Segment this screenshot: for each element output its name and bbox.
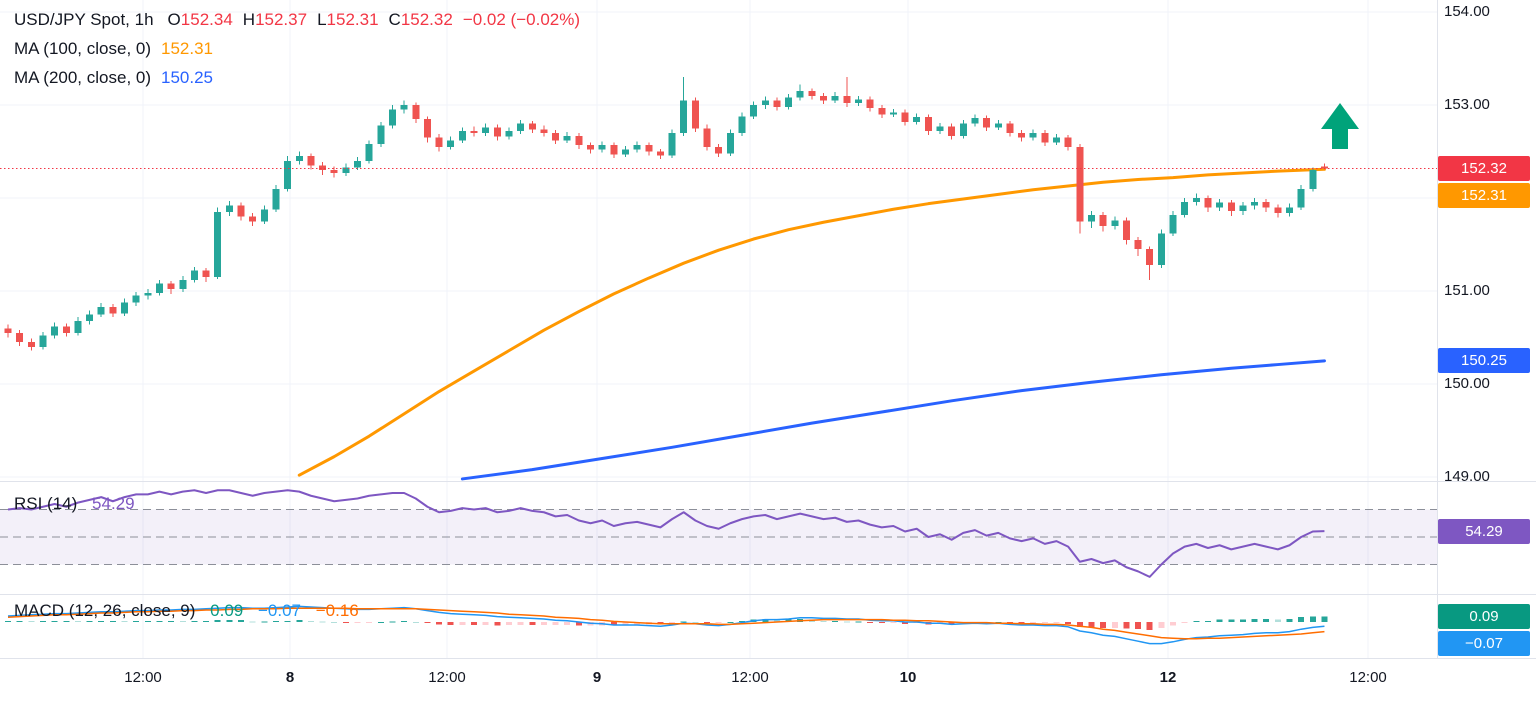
ma100-line[interactable] — [297, 167, 1326, 477]
ohlc-high: H152.37 — [243, 10, 307, 30]
grid-lines — [0, 0, 1437, 658]
ohlc-low-label: L — [317, 10, 327, 29]
macd-line-value: −0.07 — [257, 601, 301, 620]
ohlc-high-label: H — [242, 10, 256, 29]
ma100-legend-row[interactable]: MA (100, close, 0) 152.31 — [14, 39, 580, 68]
ma200-legend-row[interactable]: MA (200, close, 0) 150.25 — [14, 68, 580, 97]
ma-lines[interactable] — [297, 167, 1326, 481]
ohlc-close-value: 152.32 — [400, 10, 453, 29]
rsi-value: 54.29 — [92, 494, 135, 513]
price-axis-label: 154.00 — [1444, 3, 1490, 21]
ohlc-close-label: C — [388, 10, 401, 29]
macd-signal-value: −0.16 — [315, 601, 359, 620]
rsi-band — [0, 509, 1437, 565]
chart-legend: USD/JPY Spot, 1h O152.34 H152.37 L152.31… — [14, 10, 580, 97]
macd-legend-row[interactable]: MACD (12, 26, close, 9) 0.09 −0.07 −0.16 — [14, 601, 369, 621]
ohlc-open: O152.34 — [168, 10, 233, 30]
time-axis-label: 12:00 — [731, 669, 769, 686]
macd-price-badge: −0.07 — [1438, 631, 1530, 657]
time-axis-label: 10 — [899, 669, 917, 686]
macd-hist-value: 0.09 — [210, 601, 244, 620]
macd-line[interactable] — [7, 605, 1325, 645]
macd-label: MACD (12, 26, close, 9) — [14, 601, 196, 620]
price-axis-label: 153.00 — [1444, 96, 1490, 114]
up-arrow-annotation[interactable] — [1321, 103, 1359, 149]
time-axis-label: 12:00 — [428, 669, 466, 686]
ma100-value: 152.31 — [161, 39, 214, 58]
ohlc-high-value: 152.37 — [255, 10, 308, 29]
macd-lines[interactable] — [7, 605, 1325, 645]
time-axis-label: 12:00 — [124, 669, 162, 686]
main-price-badge: 152.32 — [1438, 155, 1530, 181]
symbol-title: USD/JPY Spot, 1h — [14, 10, 154, 29]
ohlc-close: C152.32 — [389, 10, 453, 30]
time-axis[interactable] — [0, 658, 1536, 701]
symbol-legend-row[interactable]: USD/JPY Spot, 1h O152.34 H152.37 L152.31… — [14, 10, 580, 39]
price-axis-label: 150.00 — [1444, 375, 1490, 393]
ohlc-open-value: 152.34 — [180, 10, 233, 29]
main-price-badge: 152.31 — [1438, 182, 1530, 208]
up-arrow-icon[interactable] — [1321, 103, 1359, 149]
main-price-badge: 150.25 — [1438, 348, 1530, 374]
rsi-line[interactable] — [7, 489, 1325, 578]
macd-histogram[interactable] — [5, 616, 1328, 630]
ma100-label: MA (100, close, 0) — [14, 39, 152, 58]
macd-signal-line[interactable] — [7, 607, 1325, 640]
price-axis[interactable] — [1437, 0, 1536, 658]
rsi-label: RSI (14) — [14, 494, 78, 513]
ma200-line[interactable] — [460, 359, 1326, 481]
ma200-value: 150.25 — [161, 68, 214, 87]
time-axis-label: 12 — [1159, 669, 1177, 686]
time-axis-label: 8 — [285, 669, 295, 686]
time-axis-label: 9 — [592, 669, 602, 686]
panel-separators — [0, 481, 1536, 659]
price-change: −0.02 (−0.02%) — [462, 10, 581, 29]
price-axis-label: 149.00 — [1444, 468, 1490, 486]
macd-price-badge: 0.09 — [1438, 604, 1530, 630]
rsi-price-badge: 54.29 — [1438, 518, 1530, 544]
ohlc-open-label: O — [167, 10, 181, 29]
candlestick-series[interactable] — [4, 77, 1328, 351]
ohlc-low-value: 152.31 — [326, 10, 379, 29]
price-axis-label: 151.00 — [1444, 282, 1490, 300]
rsi-legend-row[interactable]: RSI (14) 54.29 — [14, 494, 145, 514]
ohlc-low: L152.31 — [317, 10, 378, 30]
ma200-label: MA (200, close, 0) — [14, 68, 152, 87]
time-axis-label: 12:00 — [1349, 669, 1387, 686]
